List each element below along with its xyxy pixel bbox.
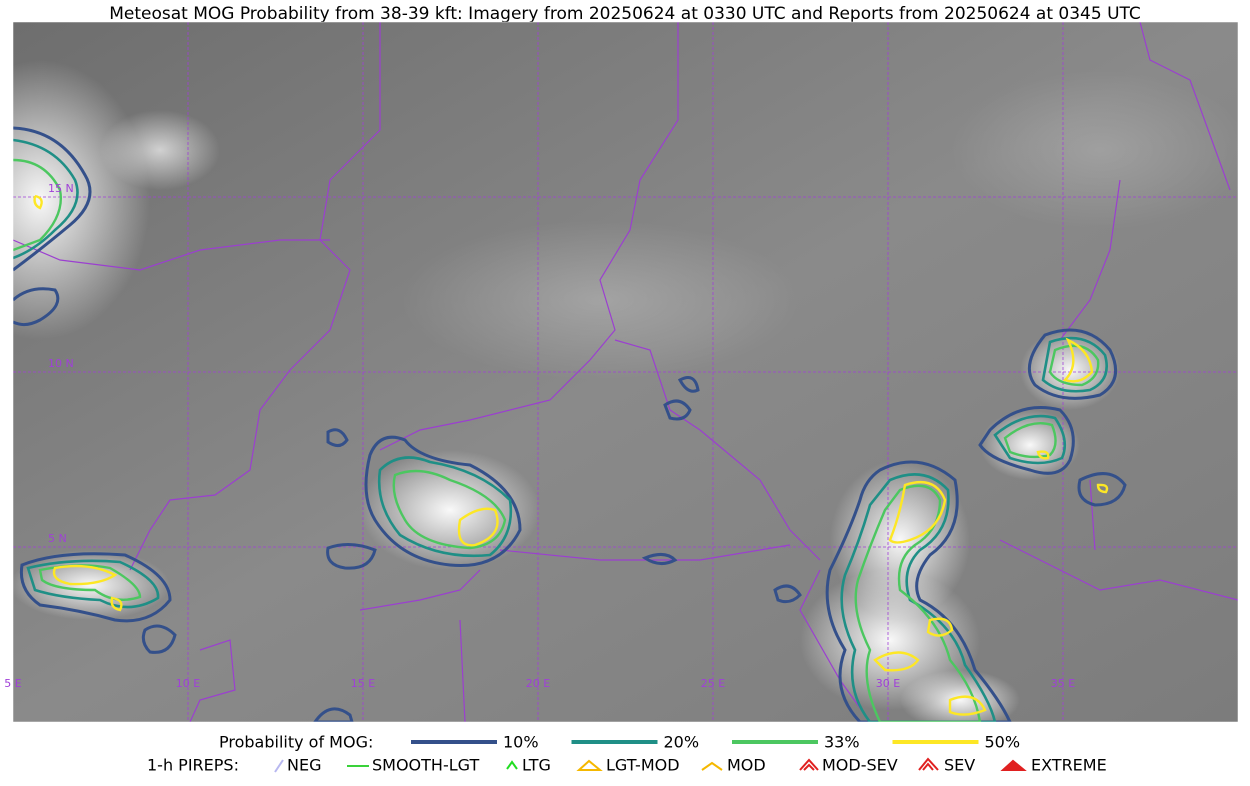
legend-item: 50% bbox=[985, 733, 1021, 752]
pirep-item: LTG bbox=[522, 756, 551, 775]
lon-label: 15 E bbox=[351, 677, 375, 690]
map bbox=[13, 22, 1238, 722]
pirep-icon bbox=[918, 757, 939, 771]
pirep-item: MOD bbox=[727, 756, 766, 775]
legend-item: 20% bbox=[664, 733, 700, 752]
lon-label: 5 E bbox=[4, 677, 21, 690]
lon-label: 30 E bbox=[876, 677, 900, 690]
mog-contours bbox=[13, 126, 1127, 722]
pirep-icon bbox=[701, 761, 723, 771]
legend-item: 10% bbox=[503, 733, 539, 752]
pirep-icon bbox=[274, 759, 284, 773]
legend: Probability of MOG: 10% 20% 33% 50% 1-h PIREP… bbox=[147, 733, 1107, 775]
lon-label: 10 E bbox=[176, 677, 200, 690]
lon-label: 20 E bbox=[526, 677, 550, 690]
lon-label: 35 E bbox=[1051, 677, 1075, 690]
borders bbox=[13, 22, 1238, 722]
title: Meteosat MOG Probability from 38-39 kft:… bbox=[109, 4, 1141, 24]
legend-item: 33% bbox=[824, 733, 860, 752]
lat-label: 10 N bbox=[48, 357, 74, 370]
graticule bbox=[13, 22, 1238, 722]
lon-label: 25 E bbox=[701, 677, 725, 690]
pirep-item: NEG bbox=[287, 756, 321, 775]
pirep-item: SMOOTH-LGT bbox=[372, 756, 479, 775]
pirep-item: MOD-SEV bbox=[822, 756, 898, 775]
pirep-item: LGT-MOD bbox=[606, 756, 680, 775]
legend-label: Probability of MOG: bbox=[219, 733, 373, 752]
lat-label: 15 N bbox=[48, 182, 74, 195]
pirep-icon bbox=[799, 758, 819, 771]
lat-label: 5 N bbox=[48, 532, 67, 545]
clouds bbox=[13, 60, 1238, 722]
pirep-item: SEV bbox=[944, 756, 975, 775]
pirep-icon bbox=[506, 760, 518, 770]
pirep-item: EXTREME bbox=[1031, 756, 1107, 775]
legend-label: 1-h PIREPS: bbox=[147, 756, 239, 775]
pirep-icon bbox=[1000, 759, 1027, 771]
pirep-icon bbox=[576, 759, 603, 771]
